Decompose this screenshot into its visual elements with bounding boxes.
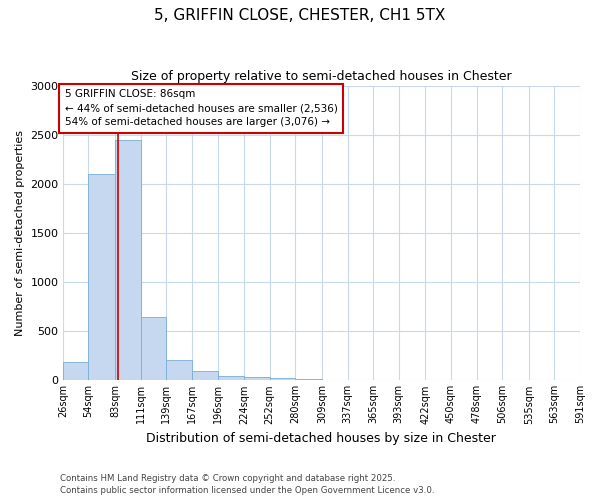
Title: Size of property relative to semi-detached houses in Chester: Size of property relative to semi-detach… <box>131 70 512 83</box>
Bar <box>295 379 322 380</box>
Bar <box>244 377 270 380</box>
Text: 5, GRIFFIN CLOSE, CHESTER, CH1 5TX: 5, GRIFFIN CLOSE, CHESTER, CH1 5TX <box>154 8 446 22</box>
Bar <box>88 174 115 380</box>
Bar <box>166 360 192 380</box>
Text: Contains HM Land Registry data © Crown copyright and database right 2025.
Contai: Contains HM Land Registry data © Crown c… <box>60 474 434 495</box>
Bar <box>192 371 218 380</box>
Text: 5 GRIFFIN CLOSE: 86sqm
← 44% of semi-detached houses are smaller (2,536)
54% of : 5 GRIFFIN CLOSE: 86sqm ← 44% of semi-det… <box>65 90 338 128</box>
Y-axis label: Number of semi-detached properties: Number of semi-detached properties <box>15 130 25 336</box>
Bar <box>218 376 244 380</box>
X-axis label: Distribution of semi-detached houses by size in Chester: Distribution of semi-detached houses by … <box>146 432 496 445</box>
Bar <box>115 140 140 380</box>
Bar <box>270 378 295 380</box>
Bar <box>63 362 88 380</box>
Bar <box>140 316 166 380</box>
